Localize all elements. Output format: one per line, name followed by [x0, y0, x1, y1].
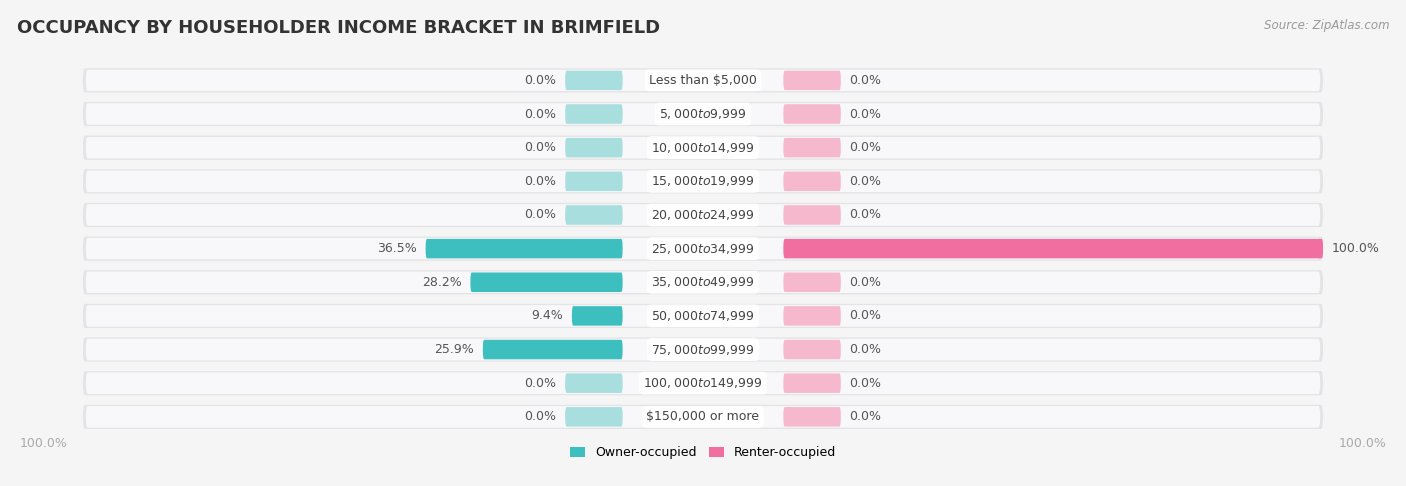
FancyBboxPatch shape — [482, 340, 623, 359]
FancyBboxPatch shape — [86, 339, 1320, 360]
Text: 0.0%: 0.0% — [849, 74, 882, 87]
Text: 0.0%: 0.0% — [849, 175, 882, 188]
Text: 0.0%: 0.0% — [849, 343, 882, 356]
FancyBboxPatch shape — [565, 373, 623, 393]
Text: 100.0%: 100.0% — [20, 436, 67, 450]
FancyBboxPatch shape — [86, 372, 1320, 394]
Text: OCCUPANCY BY HOUSEHOLDER INCOME BRACKET IN BRIMFIELD: OCCUPANCY BY HOUSEHOLDER INCOME BRACKET … — [17, 19, 659, 37]
Text: 0.0%: 0.0% — [849, 141, 882, 154]
Text: $10,000 to $14,999: $10,000 to $14,999 — [651, 140, 755, 155]
Text: 0.0%: 0.0% — [524, 107, 557, 121]
FancyBboxPatch shape — [86, 305, 1320, 327]
Text: Source: ZipAtlas.com: Source: ZipAtlas.com — [1264, 19, 1389, 33]
Text: 0.0%: 0.0% — [849, 208, 882, 222]
FancyBboxPatch shape — [783, 407, 841, 427]
FancyBboxPatch shape — [783, 205, 841, 225]
FancyBboxPatch shape — [83, 371, 1323, 395]
FancyBboxPatch shape — [783, 70, 841, 90]
FancyBboxPatch shape — [83, 405, 1323, 429]
FancyBboxPatch shape — [83, 270, 1323, 295]
FancyBboxPatch shape — [783, 273, 841, 292]
FancyBboxPatch shape — [86, 69, 1320, 91]
FancyBboxPatch shape — [783, 104, 841, 124]
Text: 25.9%: 25.9% — [434, 343, 474, 356]
Text: $5,000 to $9,999: $5,000 to $9,999 — [659, 107, 747, 121]
Text: 0.0%: 0.0% — [849, 276, 882, 289]
FancyBboxPatch shape — [86, 204, 1320, 226]
Text: 0.0%: 0.0% — [524, 410, 557, 423]
Text: 0.0%: 0.0% — [524, 74, 557, 87]
Text: 0.0%: 0.0% — [849, 107, 882, 121]
Text: 0.0%: 0.0% — [849, 377, 882, 390]
FancyBboxPatch shape — [83, 68, 1323, 92]
FancyBboxPatch shape — [83, 237, 1323, 260]
Text: 36.5%: 36.5% — [377, 242, 418, 255]
FancyBboxPatch shape — [426, 239, 623, 259]
Text: 0.0%: 0.0% — [524, 208, 557, 222]
FancyBboxPatch shape — [83, 203, 1323, 227]
FancyBboxPatch shape — [565, 407, 623, 427]
Text: $25,000 to $34,999: $25,000 to $34,999 — [651, 242, 755, 256]
FancyBboxPatch shape — [783, 239, 1323, 259]
FancyBboxPatch shape — [565, 138, 623, 157]
Text: 28.2%: 28.2% — [422, 276, 461, 289]
Text: $20,000 to $24,999: $20,000 to $24,999 — [651, 208, 755, 222]
FancyBboxPatch shape — [83, 304, 1323, 328]
FancyBboxPatch shape — [783, 306, 841, 326]
FancyBboxPatch shape — [86, 272, 1320, 293]
Text: 0.0%: 0.0% — [849, 410, 882, 423]
FancyBboxPatch shape — [572, 306, 623, 326]
Text: 0.0%: 0.0% — [524, 377, 557, 390]
FancyBboxPatch shape — [783, 138, 841, 157]
Text: 9.4%: 9.4% — [531, 310, 564, 322]
Text: 0.0%: 0.0% — [849, 310, 882, 322]
FancyBboxPatch shape — [783, 172, 841, 191]
Text: 100.0%: 100.0% — [1331, 242, 1379, 255]
FancyBboxPatch shape — [83, 337, 1323, 362]
FancyBboxPatch shape — [83, 169, 1323, 193]
FancyBboxPatch shape — [783, 340, 841, 359]
FancyBboxPatch shape — [565, 104, 623, 124]
FancyBboxPatch shape — [783, 373, 841, 393]
FancyBboxPatch shape — [86, 137, 1320, 158]
FancyBboxPatch shape — [565, 205, 623, 225]
Text: 100.0%: 100.0% — [1339, 436, 1386, 450]
Text: Less than $5,000: Less than $5,000 — [650, 74, 756, 87]
Legend: Owner-occupied, Renter-occupied: Owner-occupied, Renter-occupied — [565, 441, 841, 465]
FancyBboxPatch shape — [86, 171, 1320, 192]
FancyBboxPatch shape — [86, 103, 1320, 125]
Text: $35,000 to $49,999: $35,000 to $49,999 — [651, 275, 755, 289]
FancyBboxPatch shape — [471, 273, 623, 292]
Text: $50,000 to $74,999: $50,000 to $74,999 — [651, 309, 755, 323]
FancyBboxPatch shape — [565, 70, 623, 90]
Text: $15,000 to $19,999: $15,000 to $19,999 — [651, 174, 755, 188]
FancyBboxPatch shape — [565, 172, 623, 191]
Text: 0.0%: 0.0% — [524, 175, 557, 188]
FancyBboxPatch shape — [83, 102, 1323, 126]
FancyBboxPatch shape — [83, 136, 1323, 160]
FancyBboxPatch shape — [86, 406, 1320, 428]
Text: $150,000 or more: $150,000 or more — [647, 410, 759, 423]
Text: $75,000 to $99,999: $75,000 to $99,999 — [651, 343, 755, 357]
Text: $100,000 to $149,999: $100,000 to $149,999 — [644, 376, 762, 390]
Text: 0.0%: 0.0% — [524, 141, 557, 154]
FancyBboxPatch shape — [86, 238, 1320, 260]
